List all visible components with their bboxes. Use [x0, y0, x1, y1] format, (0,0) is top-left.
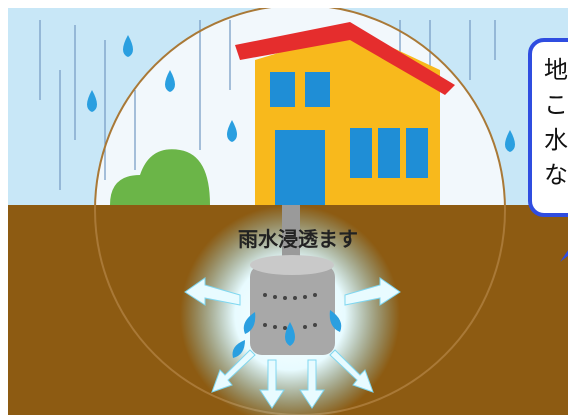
- flow-arrows: [184, 277, 401, 409]
- rain: [39, 20, 496, 190]
- bubble-text: な: [544, 161, 568, 189]
- pipe: [282, 205, 300, 265]
- raindrops: [87, 35, 515, 152]
- infiltration-basin: [250, 255, 335, 355]
- focus-outline: [94, 8, 506, 415]
- bush: [110, 149, 210, 205]
- basin-label: 雨水浸透ます: [238, 227, 358, 251]
- bubble-text: 水: [544, 126, 568, 154]
- bubble-text: 地: [544, 56, 568, 84]
- water-drops: [232, 310, 342, 358]
- bubble-text: こ: [544, 91, 568, 119]
- house: [235, 22, 455, 205]
- speech-bubble: 地 こ 水 な: [528, 38, 568, 262]
